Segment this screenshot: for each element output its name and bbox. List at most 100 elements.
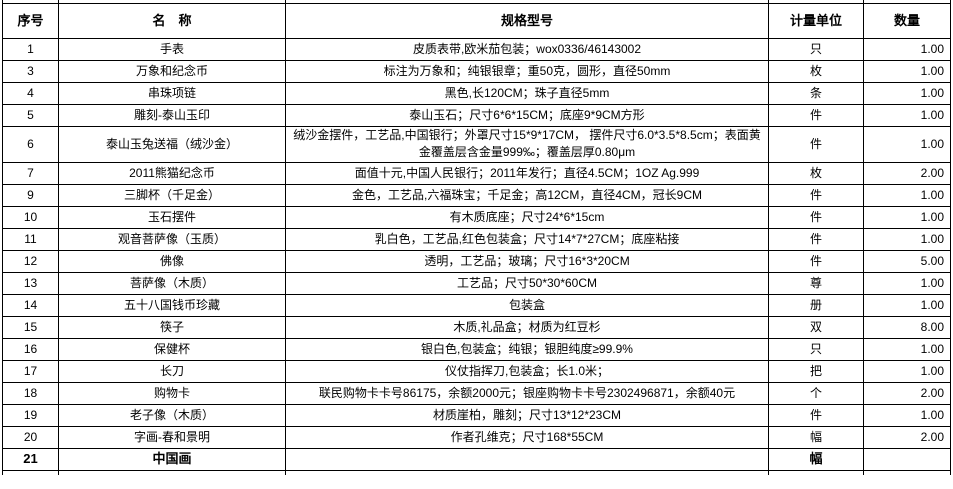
cell-name: 老子像（木质） [58, 403, 286, 427]
cell-qty: 1.00 [863, 82, 951, 105]
cell-qty: 1.00 [863, 205, 951, 229]
cell-name: 佛像 [58, 249, 286, 273]
cell-unit: 只 [768, 38, 864, 61]
cell-name: 字画-春和景明 [58, 425, 286, 449]
cell-qty: 1.00 [863, 183, 951, 207]
cell-spec [285, 447, 769, 471]
inventory-table: 序号 名 称 规格型号 计量单位 数量 1 手表 皮质表带,欧米茄包装；wox033… [2, 0, 951, 475]
cell-unit: 件 [768, 104, 864, 127]
partial-cell [768, 469, 864, 475]
cell-spec: 银白色,包装盒；纯银；银胆纯度≥99.9% [285, 337, 769, 361]
cell-unit: 件 [768, 126, 864, 163]
cell-unit: 尊 [768, 271, 864, 295]
table-row: 7 2011熊猫纪念币 面值十元,中国人民银行；2011年发行；直径4.5CM；1O… [2, 161, 951, 185]
cell-unit: 件 [768, 183, 864, 207]
column-header-qty: 数量 [863, 3, 951, 39]
cell-spec: 材质崖柏，雕刻；尺寸13*12*23CM [285, 403, 769, 427]
cell-spec: 包装盒 [285, 293, 769, 317]
table-row: 17 长刀 仪仗指挥刀,包装盒；长1.0米；把 1.00 [2, 359, 951, 383]
cell-unit: 只 [768, 337, 864, 361]
cell-unit: 件 [768, 205, 864, 229]
cell-name: 观音菩萨像（玉质） [58, 227, 286, 251]
cell-qty: 1.00 [863, 227, 951, 251]
cell-spec: 金色，工艺品,六福珠宝；千足金；高12CM，直径4CM，冠长9CM [285, 183, 769, 207]
table-row: 1 手表 皮质表带,欧米茄包装；wox0336/46143002 只 1.00 [2, 38, 951, 61]
cell-name: 五十八国钱币珍藏 [58, 293, 286, 317]
table-row: 11 观音菩萨像（玉质） 乳白色，工艺品,红色包装盒；尺寸14*7*27CM；底座粘… [2, 227, 951, 251]
cell-qty: 8.00 [863, 315, 951, 339]
cell-no: 6 [2, 126, 59, 163]
cell-name: 保健杯 [58, 337, 286, 361]
cell-spec: 泰山玉石；尺寸6*6*15CM；底座9*9CM方形 [285, 104, 769, 127]
cell-qty: 5.00 [863, 249, 951, 273]
cell-name: 2011熊猫纪念币 [58, 161, 286, 185]
cell-no: 19 [2, 403, 59, 427]
cell-qty: 1.00 [863, 104, 951, 127]
table-row: 16 保健杯 银白色,包装盒；纯银；银胆纯度≥99.9% 只 1.00 [2, 337, 951, 361]
cell-spec: 绒沙金摆件，工艺品,中国银行；外罩尺寸15*9*17CM， 摆件尺寸6.0*3.… [285, 126, 769, 163]
table-row: 18 购物卡 联民购物卡卡号86175，余额2000元；银座购物卡卡号2302496… [2, 381, 951, 405]
cell-name: 长刀 [58, 359, 286, 383]
cell-qty: 1.00 [863, 403, 951, 427]
cell-spec: 透明，工艺品；玻璃；尺寸16*3*20CM [285, 249, 769, 273]
cell-qty: 2.00 [863, 381, 951, 405]
cell-no: 17 [2, 359, 59, 383]
cell-qty: 1.00 [863, 359, 951, 383]
table-row: 5 雕刻-泰山玉印 泰山玉石；尺寸6*6*15CM；底座9*9CM方形件 1.00 [2, 104, 951, 127]
cell-qty: 1.00 [863, 293, 951, 317]
cell-no: 5 [2, 104, 59, 127]
cell-unit: 幅 [768, 447, 864, 471]
cell-no: 7 [2, 161, 59, 185]
cell-qty [863, 447, 951, 471]
table-row: 12 佛像 透明，工艺品；玻璃；尺寸16*3*20CM 件 5.00 [2, 249, 951, 273]
table-row: 19 老子像（木质） 材质崖柏，雕刻；尺寸13*12*23CM 件 1.00 [2, 403, 951, 427]
cell-no: 11 [2, 227, 59, 251]
header-row: 序号 名 称 规格型号 计量单位 数量 [2, 3, 951, 39]
column-header-no: 序号 [2, 3, 59, 39]
cell-spec: 皮质表带,欧米茄包装；wox0336/46143002 [285, 38, 769, 61]
cell-spec: 标注为万象和；纯银银章；重50克，圆形，直径50mm [285, 60, 769, 83]
column-header-name: 名 称 [58, 3, 286, 39]
cell-name: 筷子 [58, 315, 286, 339]
cell-spec: 联民购物卡卡号86175，余额2000元；银座购物卡卡号2302496871，余… [285, 381, 769, 405]
cell-qty: 1.00 [863, 337, 951, 361]
cell-qty: 1.00 [863, 38, 951, 61]
table-row: 20 字画-春和景明 作者孔维克；尺寸168*55CM 幅 2.00 [2, 425, 951, 449]
cell-unit: 件 [768, 403, 864, 427]
cell-no: 18 [2, 381, 59, 405]
cell-qty: 1.00 [863, 271, 951, 295]
cell-name: 玉石摆件 [58, 205, 286, 229]
partial-cell [285, 469, 769, 475]
cell-unit: 条 [768, 82, 864, 105]
cell-name: 串珠项链 [58, 82, 286, 105]
cell-spec: 面值十元,中国人民银行；2011年发行；直径4.5CM；1OZ Ag.999 [285, 161, 769, 185]
cell-no: 1 [2, 38, 59, 61]
cell-no: 21 [2, 447, 59, 471]
cell-no: 10 [2, 205, 59, 229]
table-row: 4 串珠项链 黑色,长120CM；珠子直径5mm 条 1.00 [2, 82, 951, 105]
cell-no: 20 [2, 425, 59, 449]
table-row: 3 万象和纪念币 标注为万象和；纯银银章；重50克，圆形，直径50mm 枚 1.00 [2, 60, 951, 83]
partial-cell [863, 469, 951, 475]
cell-no: 14 [2, 293, 59, 317]
cell-name: 泰山玉兔送福（绒沙金） [58, 126, 286, 163]
cell-qty: 2.00 [863, 161, 951, 185]
table-body: 序号 名 称 规格型号 计量单位 数量 1 手表 皮质表带,欧米茄包装；wox033… [2, 0, 951, 475]
cell-name: 中国画 [58, 447, 286, 471]
cell-spec: 黑色,长120CM；珠子直径5mm [285, 82, 769, 105]
cell-spec: 工艺品；尺寸50*30*60CM [285, 271, 769, 295]
column-header-spec: 规格型号 [285, 3, 769, 39]
table-row: 15 筷子 木质,礼品盒；材质为红豆杉双 8.00 [2, 315, 951, 339]
table-row: 13 菩萨像（木质） 工艺品；尺寸50*30*60CM 尊 1.00 [2, 271, 951, 295]
cell-name: 手表 [58, 38, 286, 61]
cell-unit: 把 [768, 359, 864, 383]
cell-qty: 1.00 [863, 126, 951, 163]
cell-name: 三脚杯（千足金） [58, 183, 286, 207]
cell-no: 4 [2, 82, 59, 105]
cell-unit: 件 [768, 249, 864, 273]
table-row: 6 泰山玉兔送福（绒沙金） 绒沙金摆件，工艺品,中国银行；外罩尺寸15*9*17CM… [2, 126, 951, 163]
table-row: 10 玉石摆件 有木质底座；尺寸24*6*15cm 件 1.00 [2, 205, 951, 229]
cell-no: 16 [2, 337, 59, 361]
cell-qty: 2.00 [863, 425, 951, 449]
cell-name: 雕刻-泰山玉印 [58, 104, 286, 127]
